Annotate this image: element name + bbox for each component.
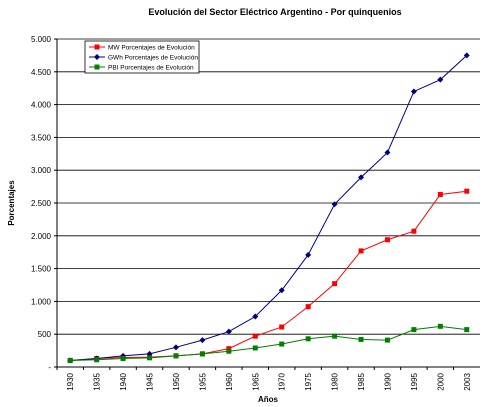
y-tick-label: 3.000 (31, 166, 52, 175)
y-tick-label: 4.500 (31, 68, 52, 77)
point (384, 237, 390, 243)
x-tick-label: 1950 (172, 372, 181, 390)
point (172, 344, 179, 351)
point (226, 346, 232, 352)
point (437, 76, 444, 83)
point (226, 348, 232, 354)
y-tick-label: 500 (38, 330, 52, 339)
legend-label: PBI Porcentajes de Evolución (108, 65, 194, 72)
x-tick-label: 2003 (463, 372, 472, 390)
point (199, 351, 205, 357)
y-tick-label: 2.000 (31, 232, 52, 241)
x-axis-label: Años (258, 395, 279, 404)
x-tick-label: 1955 (198, 372, 207, 390)
series-line (70, 325, 467, 361)
x-tick-label: 1930 (66, 372, 75, 390)
point (332, 333, 338, 339)
y-tick-label: 1.000 (31, 297, 52, 306)
point (279, 341, 285, 347)
point (437, 323, 443, 329)
point (463, 52, 470, 59)
point (410, 88, 417, 95)
point (173, 353, 179, 359)
point (305, 251, 312, 258)
y-tick-label: 4.000 (31, 101, 52, 110)
legend-label: MW Porcentajes de Evolución (108, 45, 195, 52)
x-tick-label: 1995 (410, 372, 419, 390)
x-tick-label: 1985 (357, 372, 366, 390)
point (332, 281, 338, 287)
point (147, 355, 153, 361)
chart-title: Evolución del Sector Eléctrico Argentino… (148, 7, 401, 17)
legend-marker (94, 54, 100, 60)
x-tick-label: 1980 (331, 372, 340, 390)
y-axis-label: Porcentajes (7, 180, 16, 226)
point (358, 248, 364, 254)
x-tick-label: 1940 (119, 372, 128, 390)
point (199, 337, 206, 344)
x-tick-label: 2000 (436, 372, 445, 390)
x-tick-label: 1960 (225, 372, 234, 390)
point (67, 357, 73, 363)
y-tick-label: - (48, 363, 51, 372)
point (305, 336, 311, 342)
x-tick-label: 1990 (383, 372, 392, 390)
x-tick-label: 1965 (251, 372, 260, 390)
point (411, 228, 417, 234)
y-tick-label: 5.000 (31, 35, 52, 44)
x-tick-label: 1970 (278, 372, 287, 390)
point (464, 188, 470, 194)
point (358, 174, 365, 181)
y-tick-label: 1.500 (31, 265, 52, 274)
point (331, 201, 338, 208)
point (464, 327, 470, 333)
point (384, 149, 391, 156)
series-line (70, 190, 467, 361)
legend-marker (94, 44, 100, 50)
x-tick-label: 1975 (304, 372, 313, 390)
point (279, 324, 285, 330)
legend-marker (94, 64, 100, 70)
point (437, 191, 443, 197)
point (252, 313, 259, 320)
point (278, 287, 285, 294)
point (252, 345, 258, 351)
legend-label: GWh Porcentajes de Evolución (108, 55, 198, 62)
y-tick-label: 2.500 (31, 199, 52, 208)
x-tick-label: 1935 (93, 372, 102, 390)
point (252, 333, 258, 339)
point (384, 337, 390, 343)
point (411, 327, 417, 333)
point (225, 328, 232, 335)
x-tick-label: 1945 (146, 372, 155, 390)
point (358, 336, 364, 342)
y-tick-label: 3.500 (31, 133, 52, 142)
point (94, 357, 100, 363)
point (120, 355, 126, 361)
series-line (70, 55, 468, 361)
point (305, 304, 311, 310)
